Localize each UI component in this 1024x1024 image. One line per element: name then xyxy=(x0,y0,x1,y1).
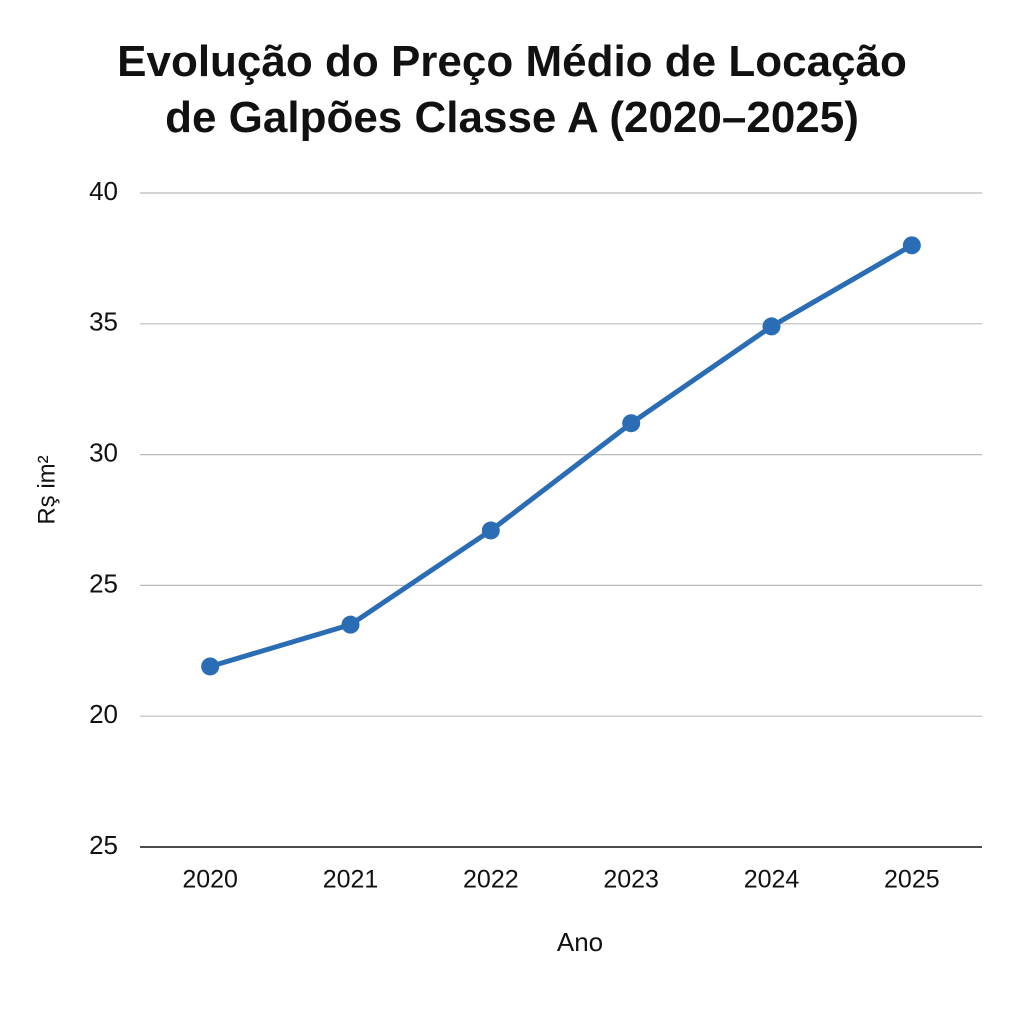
line xyxy=(209,243,914,669)
x-tick-label: 2023 xyxy=(603,866,659,894)
chart-title: Evolução do Preço Médio de Locação de Ga… xyxy=(117,37,907,142)
x-tick-label: 2025 xyxy=(884,866,940,894)
marker xyxy=(201,657,220,676)
x-tick-label: 2020 xyxy=(182,866,238,894)
y-tick-label: 40 xyxy=(89,176,118,206)
marker xyxy=(622,414,641,433)
x-axis-label: Ano xyxy=(557,927,603,957)
y-tick-label: 30 xyxy=(89,437,118,467)
y-tick-label: 25 xyxy=(89,830,118,860)
marker xyxy=(902,236,921,255)
y-tick-label: 25 xyxy=(89,568,118,598)
y-tick-label: 20 xyxy=(89,699,118,729)
marker xyxy=(341,615,360,634)
x-tick-label: 2022 xyxy=(463,866,519,894)
x-tick-label: 2021 xyxy=(323,866,379,894)
x-tick-label: 2024 xyxy=(744,866,800,894)
marker xyxy=(762,317,781,336)
marker xyxy=(481,521,500,540)
y-tick-label: 35 xyxy=(89,307,118,337)
y-axis-label: Rş im² xyxy=(33,455,60,524)
